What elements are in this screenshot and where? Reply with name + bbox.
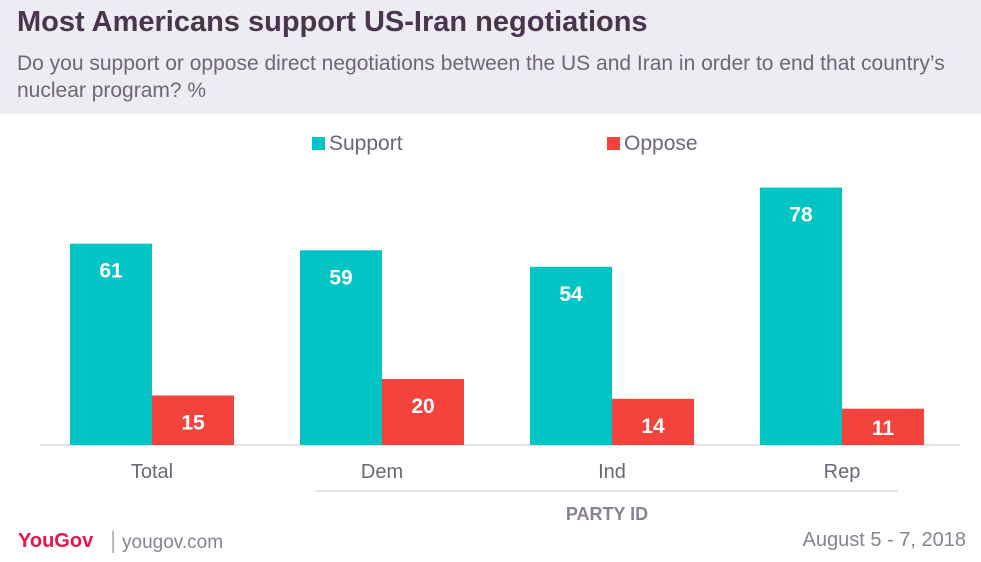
x-tick-label-rep: Rep bbox=[824, 461, 861, 483]
yougov-logo: YouGov bbox=[18, 530, 94, 552]
bar-support-ind bbox=[530, 266, 612, 445]
data-label-support-rep: 78 bbox=[789, 204, 813, 227]
bar-oppose-ind bbox=[612, 398, 694, 445]
bar-support-dem bbox=[300, 250, 382, 445]
legend-label-oppose: Oppose bbox=[624, 132, 698, 155]
bar-oppose-total bbox=[152, 395, 234, 445]
x-tick-label-dem: Dem bbox=[361, 461, 403, 483]
footer-separator: | bbox=[110, 527, 117, 554]
bar-support-rep bbox=[760, 187, 842, 445]
data-label-oppose-dem: 20 bbox=[411, 395, 434, 418]
legend-swatch-oppose bbox=[607, 137, 620, 150]
footer-date: August 5 - 7, 2018 bbox=[802, 529, 966, 551]
party-id-label: PARTY ID bbox=[566, 504, 648, 524]
bar-oppose-rep bbox=[842, 408, 924, 445]
data-label-oppose-ind: 14 bbox=[641, 415, 665, 438]
chart-header: Most Americans support US-Iran negotiati… bbox=[0, 0, 981, 114]
bar-support-total bbox=[70, 243, 152, 445]
data-label-oppose-total: 15 bbox=[181, 412, 205, 435]
legend-label-support: Support bbox=[329, 132, 403, 155]
data-label-support-dem: 59 bbox=[329, 266, 352, 289]
legend-swatch-support bbox=[312, 137, 325, 150]
bar-chart: Support Oppose 61 15 Total 59 20 Dem 54 14 Ind 78 11… bbox=[40, 132, 960, 524]
bar-oppose-dem bbox=[382, 379, 464, 445]
data-label-support-ind: 54 bbox=[559, 283, 583, 306]
x-tick-label-total: Total bbox=[131, 461, 173, 483]
chart-title: Most Americans support US-Iran negotiati… bbox=[17, 6, 648, 38]
data-label-oppose-rep: 11 bbox=[872, 417, 895, 440]
footer-site: yougov.com bbox=[122, 532, 224, 553]
data-label-support-total: 61 bbox=[99, 260, 123, 283]
chart-subtitle: Do you support or oppose direct negotiat… bbox=[17, 52, 945, 102]
x-tick-label-ind: Ind bbox=[598, 461, 626, 483]
